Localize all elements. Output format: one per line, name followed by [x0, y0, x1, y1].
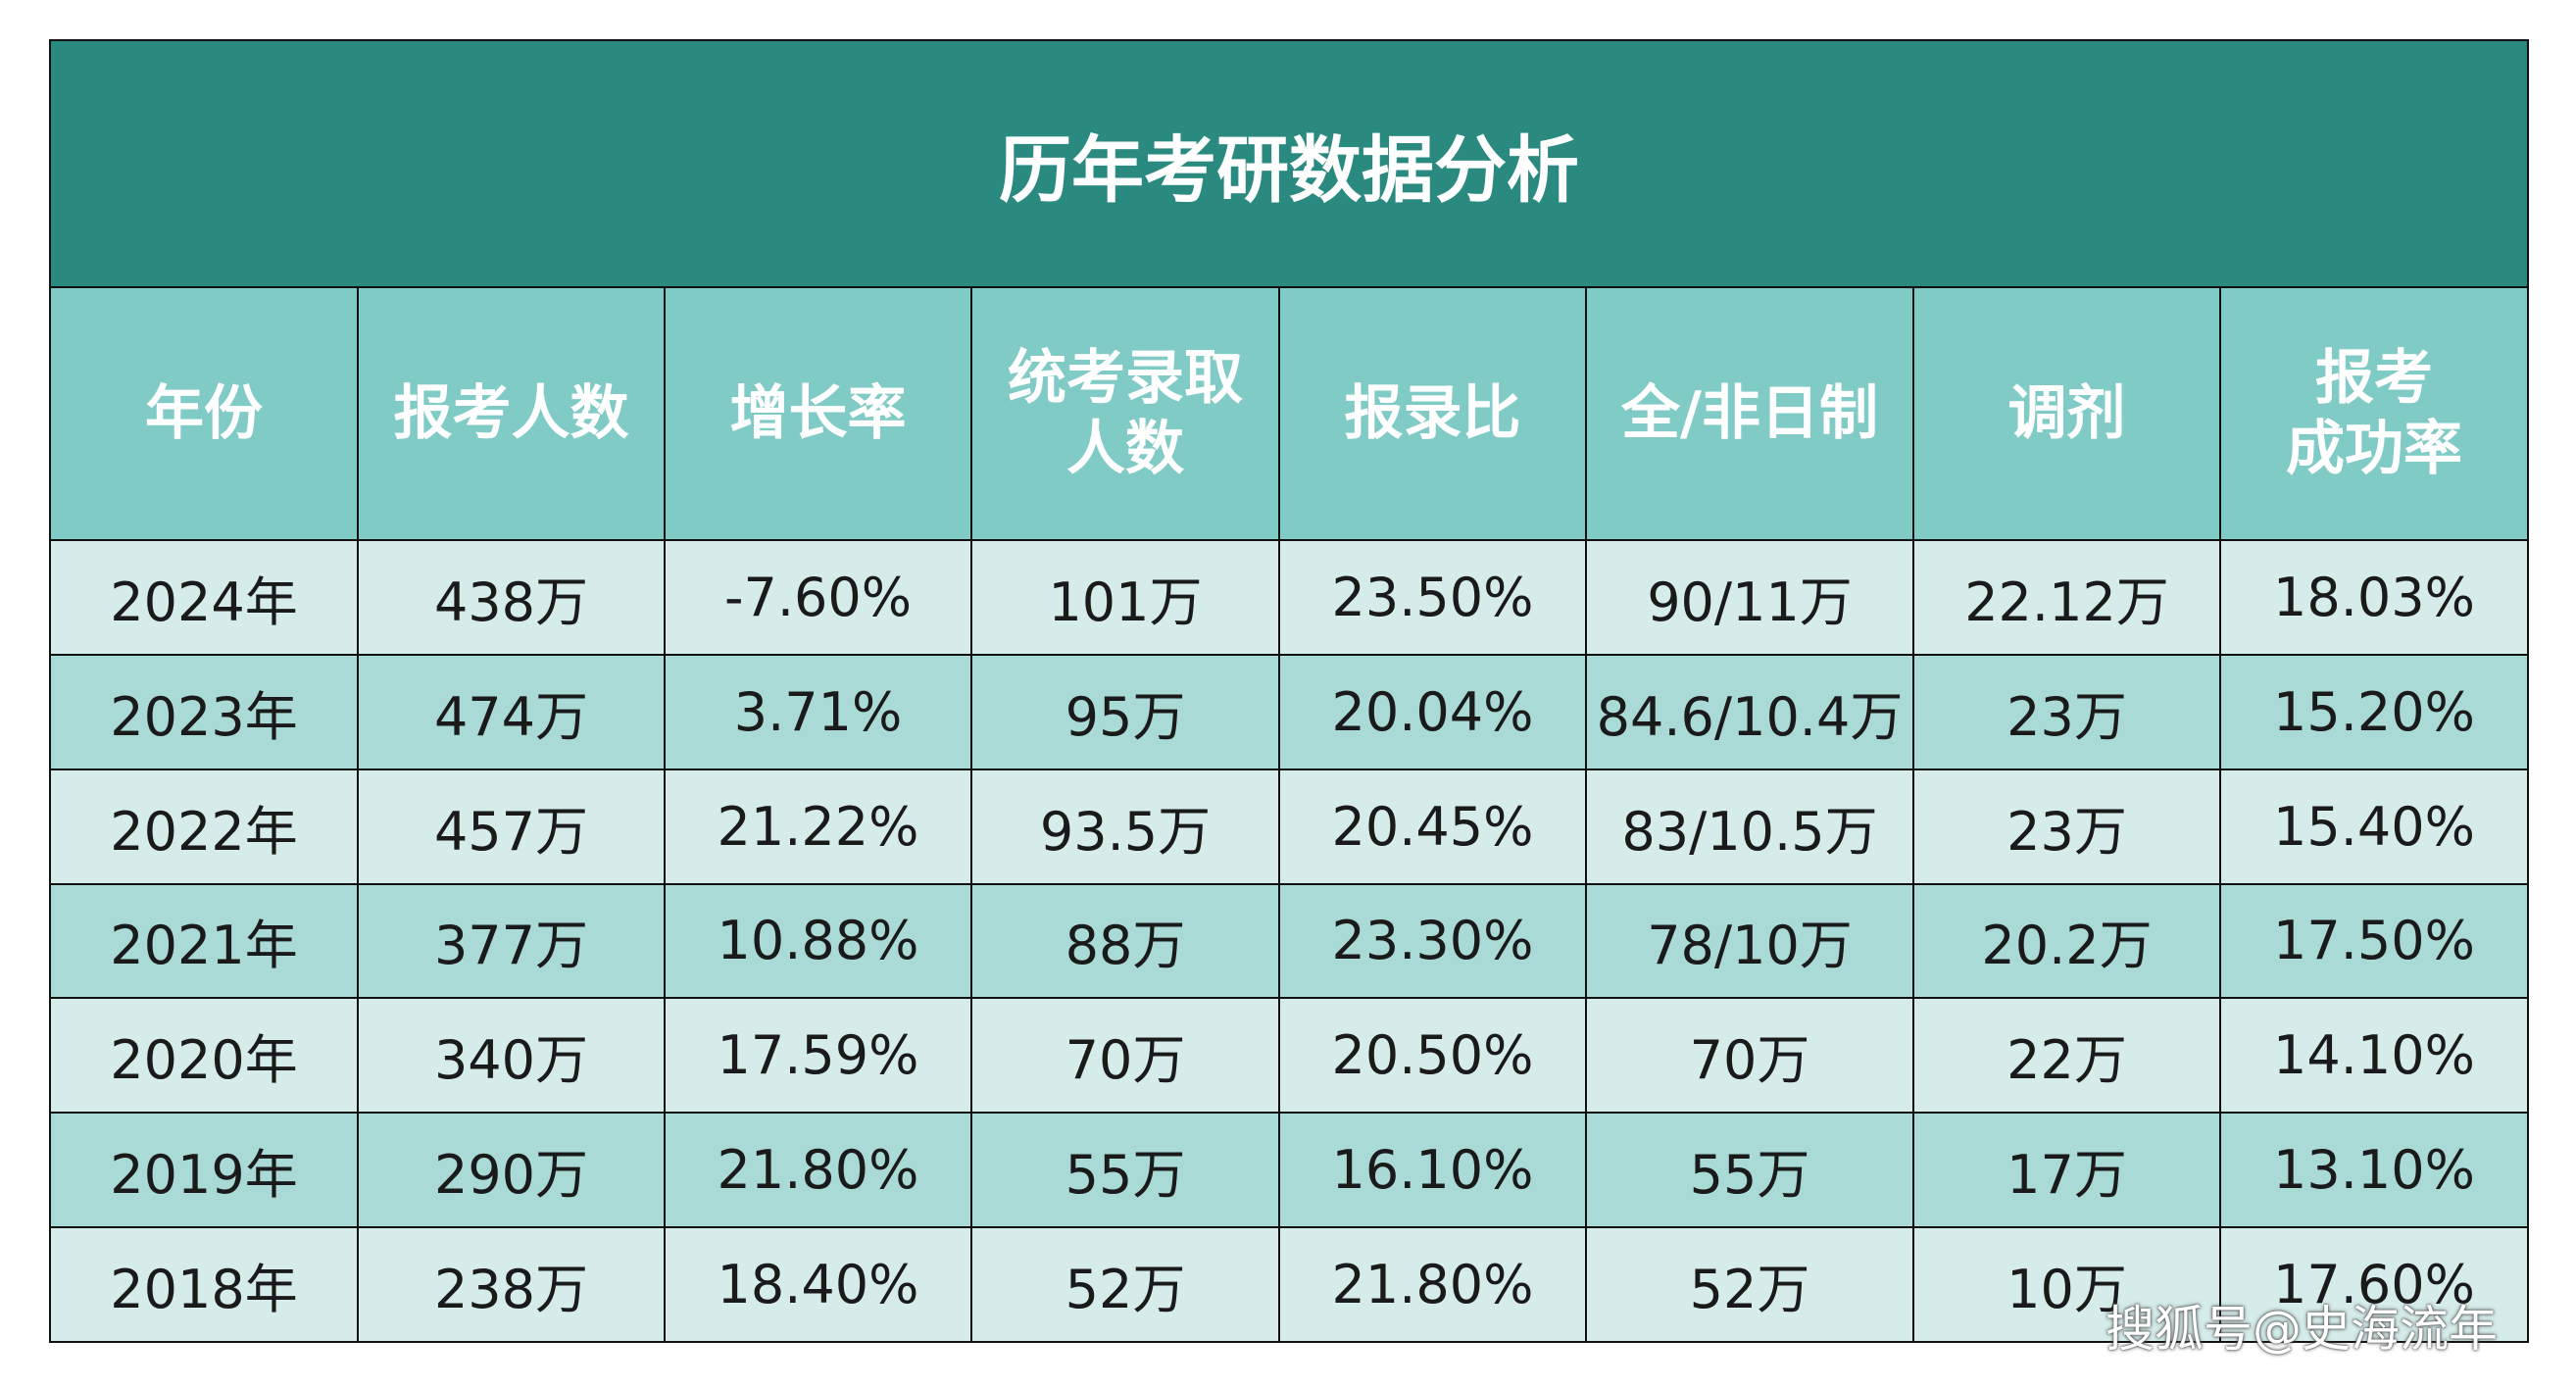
- table-cell: 377万: [357, 882, 666, 1000]
- table-cell: 20.45%: [1278, 768, 1587, 885]
- table-cell: 15.40%: [2219, 768, 2529, 885]
- header-cell: 报录比: [1278, 286, 1587, 541]
- table-cell: 23万: [1912, 653, 2221, 770]
- table-cell: 70万: [1585, 997, 1914, 1115]
- table-cell: 84.6/10.4万: [1585, 653, 1914, 770]
- table-cell: 10.88%: [664, 882, 972, 1000]
- header-text: 报考: [2315, 344, 2433, 413]
- header-cell: 统考录取 人数: [970, 286, 1280, 541]
- table-cell: 16.10%: [1278, 1112, 1587, 1229]
- table-cell: 78/10万: [1585, 882, 1914, 1000]
- title: 历年考研数据分析: [49, 39, 2529, 288]
- table-cell: 95万: [970, 653, 1280, 770]
- header-text: 统考录取: [1008, 344, 1243, 413]
- table-cell: 2020年: [49, 997, 359, 1115]
- table-cell: 2018年: [49, 1226, 359, 1343]
- header-text: 报考人数: [393, 379, 629, 448]
- table-cell: 340万: [357, 997, 666, 1115]
- table-cell: 21.80%: [664, 1112, 972, 1229]
- header-cell: 年份: [49, 286, 359, 541]
- table-cell: 13.10%: [2219, 1112, 2529, 1229]
- table-cell: 93.5万: [970, 768, 1280, 885]
- header-text: 调剂: [2007, 379, 2126, 448]
- header-cell: 调剂: [1912, 286, 2221, 541]
- table-cell: 55万: [970, 1112, 1280, 1229]
- header-text: 报录比: [1344, 379, 1521, 448]
- table-cell: 101万: [970, 539, 1280, 656]
- header-text: 成功率: [2286, 415, 2462, 483]
- table-cell: 2019年: [49, 1112, 359, 1229]
- table-cell: 52万: [1585, 1226, 1914, 1343]
- header-text: 人数: [1066, 415, 1184, 483]
- table-cell: 438万: [357, 539, 666, 656]
- table-cell: 238万: [357, 1226, 666, 1343]
- table-cell: 90/11万: [1585, 539, 1914, 656]
- header-cell: 报考 成功率: [2219, 286, 2529, 541]
- table-cell: 22万: [1912, 997, 2221, 1115]
- table-cell: 23万: [1912, 768, 2221, 885]
- header-text: 全/非日制: [1621, 379, 1878, 448]
- table-cell: 457万: [357, 768, 666, 885]
- table-cell: 2021年: [49, 882, 359, 1000]
- header-cell: 全/非日制: [1585, 286, 1914, 541]
- table-cell: 2024年: [49, 539, 359, 656]
- table-cell: 17.60%: [2219, 1226, 2529, 1343]
- table-cell: 21.80%: [1278, 1226, 1587, 1343]
- table-cell: 20.50%: [1278, 997, 1587, 1115]
- watermark: 搜狐号@史海流年: [2105, 1301, 2498, 1358]
- table-cell: 18.03%: [2219, 539, 2529, 656]
- table-cell: 10万: [1912, 1226, 2221, 1343]
- table-cell: 83/10.5万: [1585, 768, 1914, 885]
- table-cell: 2022年: [49, 768, 359, 885]
- table-cell: 474万: [357, 653, 666, 770]
- header-cell: 增长率: [664, 286, 972, 541]
- table: 历年考研数据分析 年份 报考人数 增长率 统考录取 人数 报录比 全/非日制 调剂 报考 成功率 20…: [49, 39, 2529, 1343]
- table-cell: 17万: [1912, 1112, 2221, 1229]
- table-cell: 20.04%: [1278, 653, 1587, 770]
- table-cell: 22.12万: [1912, 539, 2221, 656]
- table-cell: 23.30%: [1278, 882, 1587, 1000]
- table-cell: 18.40%: [664, 1226, 972, 1343]
- table-cell: -7.60%: [664, 539, 972, 656]
- table-cell: 17.50%: [2219, 882, 2529, 1000]
- table-cell: 88万: [970, 882, 1280, 1000]
- table-cell: 70万: [970, 997, 1280, 1115]
- table-cell: 23.50%: [1278, 539, 1587, 656]
- table-cell: 15.20%: [2219, 653, 2529, 770]
- header-text: 年份: [145, 379, 263, 448]
- header-text: 增长率: [729, 379, 907, 448]
- table-cell: 14.10%: [2219, 997, 2529, 1115]
- table-cell: 2023年: [49, 653, 359, 770]
- table-cell: 17.59%: [664, 997, 972, 1115]
- header-cell: 报考人数: [357, 286, 666, 541]
- table-cell: 21.22%: [664, 768, 972, 885]
- table-cell: 3.71%: [664, 653, 972, 770]
- table-cell: 52万: [970, 1226, 1280, 1343]
- table-cell: 55万: [1585, 1112, 1914, 1229]
- table-cell: 290万: [357, 1112, 666, 1229]
- table-cell: 20.2万: [1912, 882, 2221, 1000]
